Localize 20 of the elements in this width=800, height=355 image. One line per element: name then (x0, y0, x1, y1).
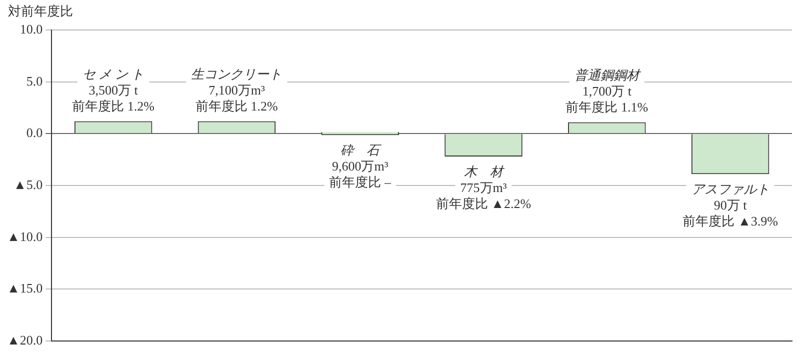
annotation: 90万 t 前年度比 ▲3.9% (682, 198, 778, 229)
annotation: 3,500万 t 前年度比 1.2% (72, 82, 155, 114)
x-tick-label: セ メ ン ト (82, 66, 144, 82)
y-tick-label: ▲15.0 (6, 280, 43, 296)
x-tick-label: 生コンクリート (191, 66, 282, 82)
x-tick-label: アスファルト (691, 182, 770, 197)
y-tick-label: 5.0 (26, 73, 43, 88)
y-axis-title: 対前年度比 (8, 3, 73, 18)
y-tick-label: 10.0 (20, 21, 43, 36)
y-tick-label: ▲10.0 (6, 228, 43, 244)
annotation: 7,100万m³ 前年度比 1.2% (196, 82, 278, 114)
annotation: 9,600万m³ 前年度比 – (329, 158, 392, 190)
annotation: 1,700万 t 前年度比 1.1% (566, 84, 648, 115)
annotation: 775万m³ 前年度比 ▲2.2% (436, 180, 532, 211)
x-tick-label: 木 材 (464, 164, 506, 179)
x-tick-label: 普通鋼鋼材 (574, 68, 642, 83)
y-tick-label: ▲5.0 (13, 176, 43, 192)
x-tick-label: 砕 石 (340, 142, 382, 158)
y-tick-label: 0.0 (26, 125, 43, 140)
y-tick-label: ▲20.0 (6, 332, 43, 348)
